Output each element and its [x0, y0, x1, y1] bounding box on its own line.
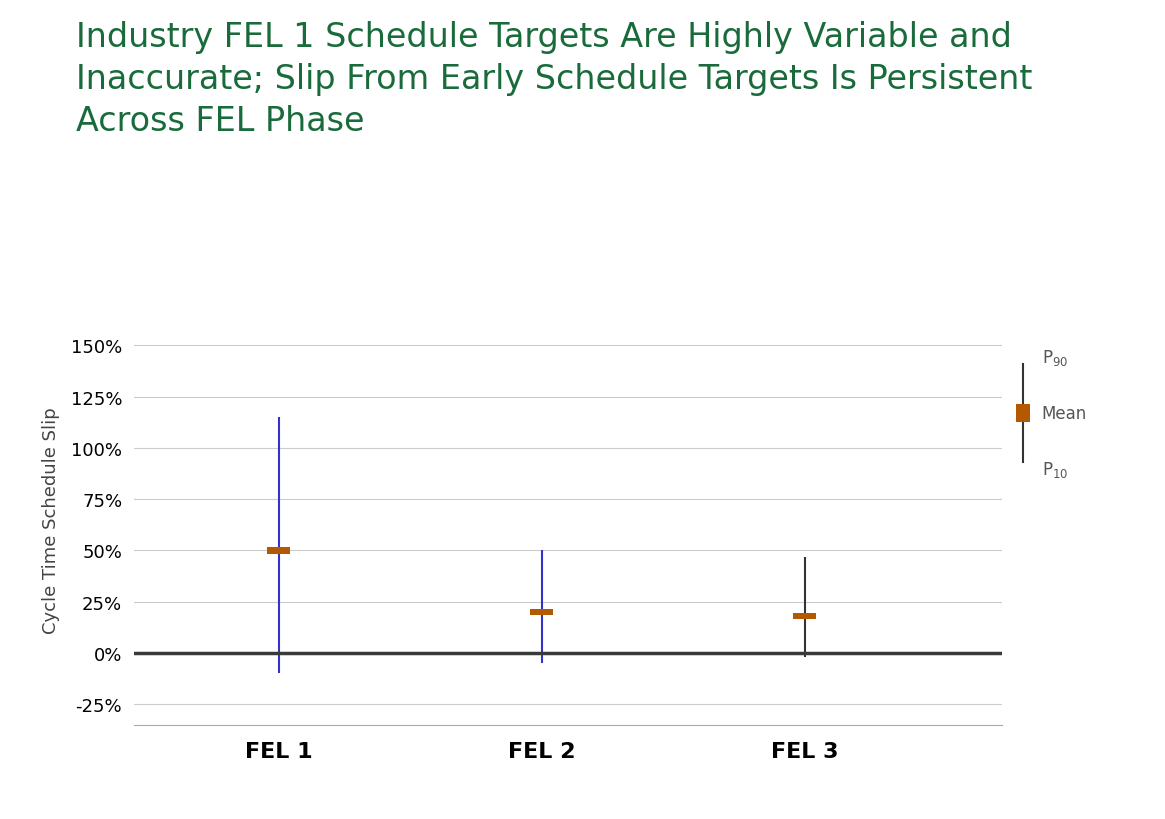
Text: Industry FEL 1 Schedule Targets Are Highly Variable and
Inaccurate; Slip From Ea: Industry FEL 1 Schedule Targets Are High…	[76, 20, 1032, 138]
Text: P$_{10}$: P$_{10}$	[1042, 459, 1068, 479]
Y-axis label: Cycle Time Schedule Slip: Cycle Time Schedule Slip	[42, 407, 59, 633]
Bar	[267, 548, 290, 554]
Text: P$_{90}$: P$_{90}$	[1042, 348, 1068, 368]
Text: Mean: Mean	[1042, 405, 1087, 423]
Bar	[530, 609, 553, 615]
Bar	[793, 613, 817, 619]
